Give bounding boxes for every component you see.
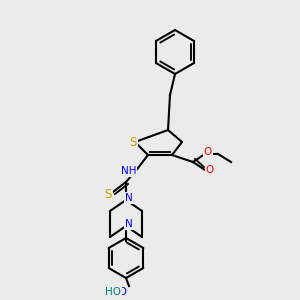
- Text: O: O: [206, 165, 214, 175]
- Text: HO: HO: [111, 287, 127, 297]
- Text: O: O: [204, 147, 212, 157]
- Text: S: S: [104, 188, 112, 200]
- Text: HO: HO: [105, 287, 121, 297]
- Text: N: N: [125, 193, 133, 203]
- Text: NH: NH: [121, 166, 136, 176]
- Text: N: N: [125, 219, 133, 229]
- Text: S: S: [129, 136, 137, 148]
